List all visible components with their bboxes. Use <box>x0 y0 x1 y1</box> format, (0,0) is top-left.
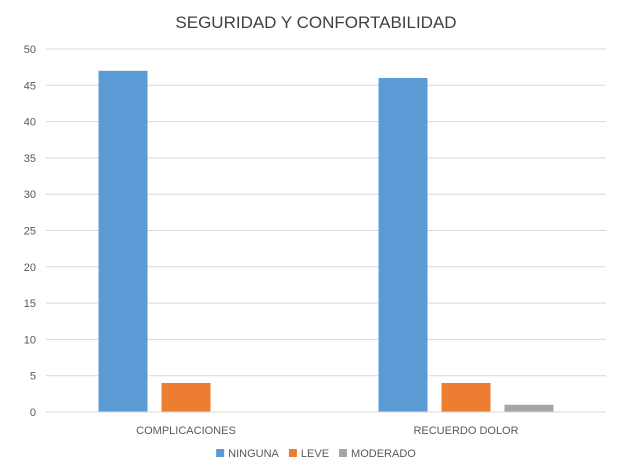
bar-leve-0 <box>161 382 211 412</box>
y-tick-label: 25 <box>24 226 36 238</box>
x-category-label: COMPLICACIONES <box>136 425 236 437</box>
bars <box>98 70 554 412</box>
y-tick-label: 10 <box>24 334 36 346</box>
y-tick-label: 5 <box>30 371 36 383</box>
y-tick-label: 45 <box>24 80 36 92</box>
x-category-label: RECUERDO DOLOR <box>413 425 518 437</box>
bar-ninguna-1 <box>378 78 428 412</box>
y-tick-label: 30 <box>24 189 36 201</box>
legend-swatch <box>339 449 348 457</box>
y-tick-label: 35 <box>24 153 36 165</box>
legend: NINGUNA LEVE MODERADO <box>216 448 416 460</box>
legend-label: MODERADO <box>351 448 416 460</box>
chart-title: SEGURIDAD Y CONFORTABILIDAD <box>175 13 456 32</box>
legend-label: NINGUNA <box>228 448 279 460</box>
y-tick-label: 40 <box>24 117 36 129</box>
legend-swatch <box>216 449 225 457</box>
legend-swatch <box>288 449 297 457</box>
bar-leve-1 <box>441 382 491 412</box>
y-tick-label: 50 <box>24 44 36 56</box>
bar-ninguna-0 <box>98 70 148 412</box>
y-tick-label: 0 <box>30 407 36 419</box>
y-tick-label: 20 <box>24 262 36 274</box>
y-tick-label: 15 <box>24 298 36 310</box>
bar-moderado-1 <box>504 404 554 412</box>
legend-label: LEVE <box>301 448 329 460</box>
y-axis-ticks: 0 5 10 15 20 25 30 35 40 45 50 <box>24 44 36 419</box>
x-axis-categories: COMPLICACIONES RECUERDO DOLOR <box>136 425 518 437</box>
